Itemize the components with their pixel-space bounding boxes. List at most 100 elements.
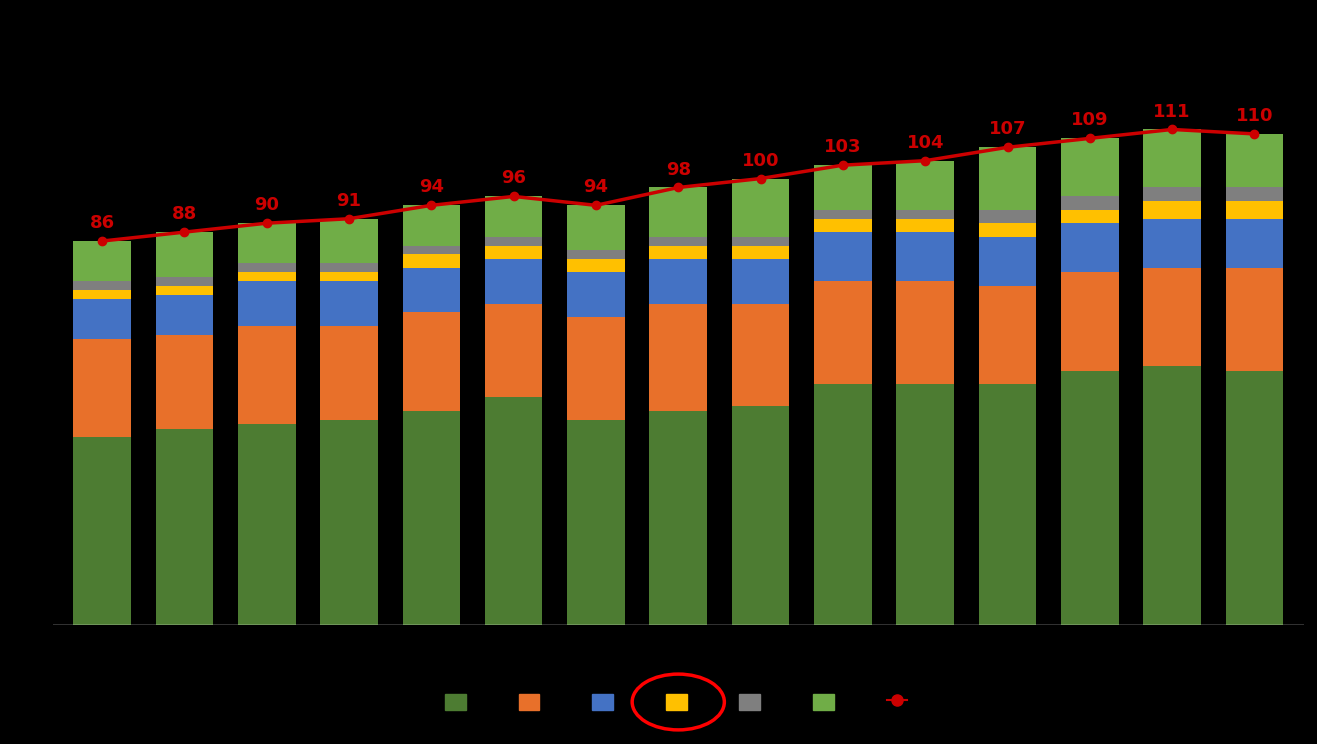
Bar — [897, 161, 954, 210]
Bar — [74, 241, 130, 281]
Bar — [74, 281, 130, 290]
Bar — [403, 268, 460, 312]
Bar — [1143, 187, 1201, 201]
Text: 100: 100 — [741, 152, 780, 170]
Bar — [1062, 371, 1118, 625]
Bar — [155, 232, 213, 277]
Bar — [238, 424, 295, 625]
Text: 103: 103 — [824, 138, 861, 156]
Bar — [897, 219, 954, 232]
Bar — [814, 210, 872, 219]
Bar — [979, 223, 1036, 237]
Bar — [649, 237, 707, 246]
Bar — [649, 187, 707, 237]
Total (Mt) — [1246, 129, 1262, 138]
Text: 109: 109 — [1071, 112, 1109, 129]
Bar — [403, 254, 460, 268]
Bar — [238, 326, 295, 424]
Bar — [320, 420, 378, 625]
Bar — [485, 397, 543, 625]
Bar — [155, 277, 213, 286]
Bar — [320, 263, 378, 272]
Bar — [732, 304, 789, 406]
Total (Mt) — [423, 201, 439, 210]
Bar — [979, 286, 1036, 384]
Total (Mt) — [1081, 134, 1097, 143]
Total (Mt) — [1000, 143, 1015, 152]
Bar — [320, 219, 378, 263]
Bar — [1226, 187, 1283, 201]
Bar — [568, 259, 624, 272]
Text: 94: 94 — [583, 179, 608, 196]
Bar — [1226, 134, 1283, 187]
Bar — [74, 290, 130, 299]
Bar — [1062, 196, 1118, 210]
Text: 90: 90 — [254, 196, 279, 214]
Text: 107: 107 — [989, 121, 1026, 138]
Bar — [1143, 268, 1201, 366]
Text: 88: 88 — [171, 205, 198, 223]
Bar — [649, 411, 707, 625]
Total (Mt) — [258, 219, 275, 228]
Text: 96: 96 — [502, 170, 525, 187]
Bar — [979, 384, 1036, 625]
Bar — [1143, 366, 1201, 625]
Bar — [320, 326, 378, 420]
Total (Mt) — [95, 237, 111, 246]
Bar — [897, 281, 954, 384]
Text: 94: 94 — [419, 179, 444, 196]
Bar — [814, 165, 872, 210]
Text: 111: 111 — [1154, 103, 1191, 121]
Bar — [1226, 371, 1283, 625]
Bar — [1062, 210, 1118, 223]
Bar — [732, 237, 789, 246]
Bar — [897, 232, 954, 281]
Total (Mt) — [176, 228, 192, 237]
Bar — [1226, 268, 1283, 371]
Bar — [485, 259, 543, 304]
Total (Mt) — [835, 161, 851, 170]
Bar — [1143, 129, 1201, 187]
Bar — [403, 246, 460, 254]
Bar — [485, 246, 543, 259]
Total (Mt) — [752, 174, 768, 183]
Total (Mt) — [506, 192, 522, 201]
Bar — [649, 259, 707, 304]
Bar — [568, 250, 624, 259]
Bar — [649, 304, 707, 411]
Bar — [568, 272, 624, 317]
Bar — [1062, 272, 1118, 371]
Bar — [238, 263, 295, 272]
Bar — [74, 299, 130, 339]
Text: 86: 86 — [90, 214, 115, 232]
Bar — [238, 281, 295, 326]
Bar — [1226, 219, 1283, 268]
Bar — [814, 232, 872, 281]
Bar — [1062, 223, 1118, 272]
Text: 110: 110 — [1235, 107, 1274, 125]
Total (Mt) — [917, 156, 932, 165]
Bar — [485, 237, 543, 246]
Text: 91: 91 — [337, 192, 361, 210]
Bar — [568, 317, 624, 420]
Bar — [568, 420, 624, 625]
Bar — [649, 246, 707, 259]
Bar — [485, 304, 543, 397]
Bar — [979, 210, 1036, 223]
Bar — [74, 339, 130, 437]
Bar — [897, 210, 954, 219]
Bar — [320, 272, 378, 281]
Bar — [979, 147, 1036, 210]
Bar — [320, 281, 378, 326]
Text: 104: 104 — [906, 134, 944, 152]
Bar — [1143, 201, 1201, 219]
Bar — [238, 272, 295, 281]
Bar — [1143, 219, 1201, 268]
Bar — [403, 312, 460, 411]
Total (Mt) — [670, 183, 686, 192]
Total (Mt) — [1164, 125, 1180, 134]
Bar — [732, 179, 789, 237]
Bar — [403, 411, 460, 625]
Bar — [155, 335, 213, 429]
Text: 98: 98 — [665, 161, 691, 179]
